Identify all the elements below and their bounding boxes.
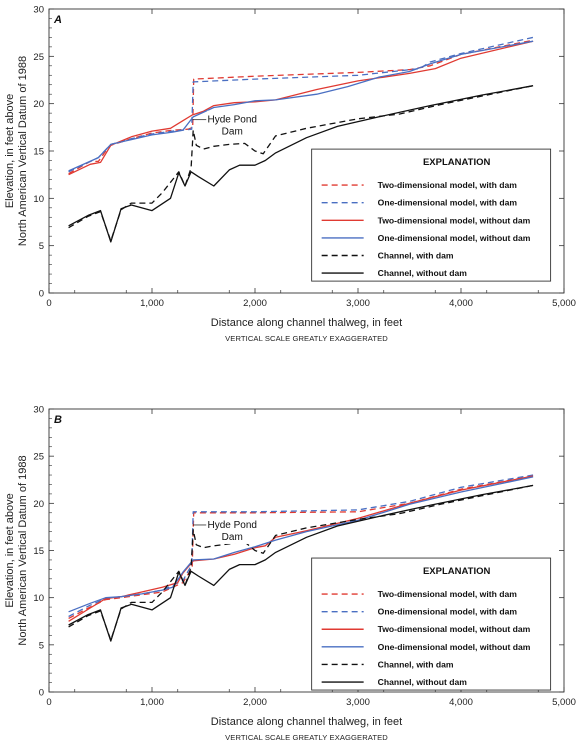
series-line-one-d-without-dam <box>68 476 534 613</box>
y-tick-label: 5 <box>39 241 44 252</box>
chart-panel-b: 0 1,000 2,000 3,000 4,000 5,000 0 5 10 15 20 25 30 B D… <box>4 405 576 743</box>
legend-entry-one-d-without-dam: One-dimensional model, without dam <box>378 233 531 243</box>
y-tick-label: 20 <box>33 99 44 110</box>
scale-note: VERTICAL SCALE GREATLY EXAGGERATED <box>225 334 388 343</box>
panel-label: A <box>53 14 62 26</box>
x-axis-label: Distance along channel thalweg, in feet <box>211 716 402 728</box>
y-tick-label: 0 <box>39 289 44 300</box>
x-axis-label: Distance along channel thalweg, in feet <box>211 317 402 329</box>
series-line-channel-without-dam <box>68 484 534 642</box>
y-tick-label: 15 <box>33 147 44 158</box>
y-tick-label: 10 <box>33 194 44 205</box>
legend-entry-channel-with-dam: Channel, with dam <box>378 659 454 669</box>
y-axis-label-line-2: North American Vertical Datum of 1988 <box>17 56 29 246</box>
y-tick-label: 5 <box>39 640 44 651</box>
panel-label: B <box>54 414 62 426</box>
series-line-two-d-with-dam <box>68 475 534 619</box>
annotation-background <box>207 515 258 544</box>
x-tick-label: 0 <box>46 697 51 708</box>
y-tick-label: 25 <box>33 452 44 463</box>
y-axis-label-line-1: Elevation, in feet above <box>4 94 16 208</box>
y-tick-label: 10 <box>33 593 44 604</box>
legend-frame <box>311 148 552 282</box>
y-tick-label: 30 <box>33 405 44 416</box>
y-tick-label: 20 <box>33 499 44 510</box>
legend-entry-two-d-without-dam: Two-dimensional model, without dam <box>378 624 531 634</box>
x-tick-label: 2,000 <box>243 298 267 309</box>
x-tick-label: 5,000 <box>552 697 576 708</box>
legend: EXPLANATION Two-dimensional model, with d… <box>311 148 552 282</box>
x-tick-label: 4,000 <box>449 697 473 708</box>
legend-title: EXPLANATION <box>423 566 491 577</box>
x-tick-label: 1,000 <box>140 697 164 708</box>
annotation-background <box>207 110 258 139</box>
y-tick-label: 15 <box>33 546 44 557</box>
y-axis-label-line-2: North American Vertical Datum of 1988 <box>17 455 29 645</box>
x-tick-label: 0 <box>46 298 51 309</box>
legend-entry-two-d-without-dam: Two-dimensional model, without dam <box>378 215 531 225</box>
series-line-one-d-without-dam <box>68 40 534 172</box>
annotation-line-1: Hyde Pond <box>207 520 256 531</box>
y-tick-label: 0 <box>39 688 44 699</box>
x-tick-label: 5,000 <box>552 298 576 309</box>
y-axis-label-line-1: Elevation, in feet above <box>4 493 16 607</box>
x-tick-label: 3,000 <box>346 697 370 708</box>
x-tick-label: 1,000 <box>140 298 164 309</box>
legend-entry-two-d-with-dam: Two-dimensional model, with dam <box>378 589 518 599</box>
legend-entry-channel-without-dam: Channel, without dam <box>378 677 468 687</box>
legend-entry-one-d-with-dam: One-dimensional model, with dam <box>378 607 518 617</box>
series-line-channel-without-dam <box>68 85 534 243</box>
legend-entry-one-d-with-dam: One-dimensional model, with dam <box>378 198 518 208</box>
legend-entry-two-d-with-dam: Two-dimensional model, with dam <box>378 180 518 190</box>
scale-note: VERTICAL SCALE GREATLY EXAGGERATED <box>225 733 388 742</box>
y-tick-label: 25 <box>33 52 44 63</box>
legend-entry-channel-without-dam: Channel, without dam <box>378 268 468 278</box>
chart-panel-a: 0 1,000 2,000 3,000 4,000 5,000 0 5 10 15 20 25 30 A D… <box>4 5 576 344</box>
x-tick-label: 3,000 <box>346 298 370 309</box>
annotation-line-2: Dam <box>222 127 243 138</box>
y-tick-label: 30 <box>33 5 44 16</box>
x-tick-label: 2,000 <box>243 697 267 708</box>
legend-entry-one-d-without-dam: One-dimensional model, without dam <box>378 642 531 652</box>
legend-title: EXPLANATION <box>423 157 491 168</box>
legend: EXPLANATION Two-dimensional model, with d… <box>311 557 552 691</box>
annotation-line-1: Hyde Pond <box>207 115 256 126</box>
annotation-line-2: Dam <box>222 532 243 543</box>
x-tick-label: 4,000 <box>449 298 473 309</box>
legend-entry-channel-with-dam: Channel, with dam <box>378 251 454 261</box>
legend-frame <box>311 557 552 691</box>
